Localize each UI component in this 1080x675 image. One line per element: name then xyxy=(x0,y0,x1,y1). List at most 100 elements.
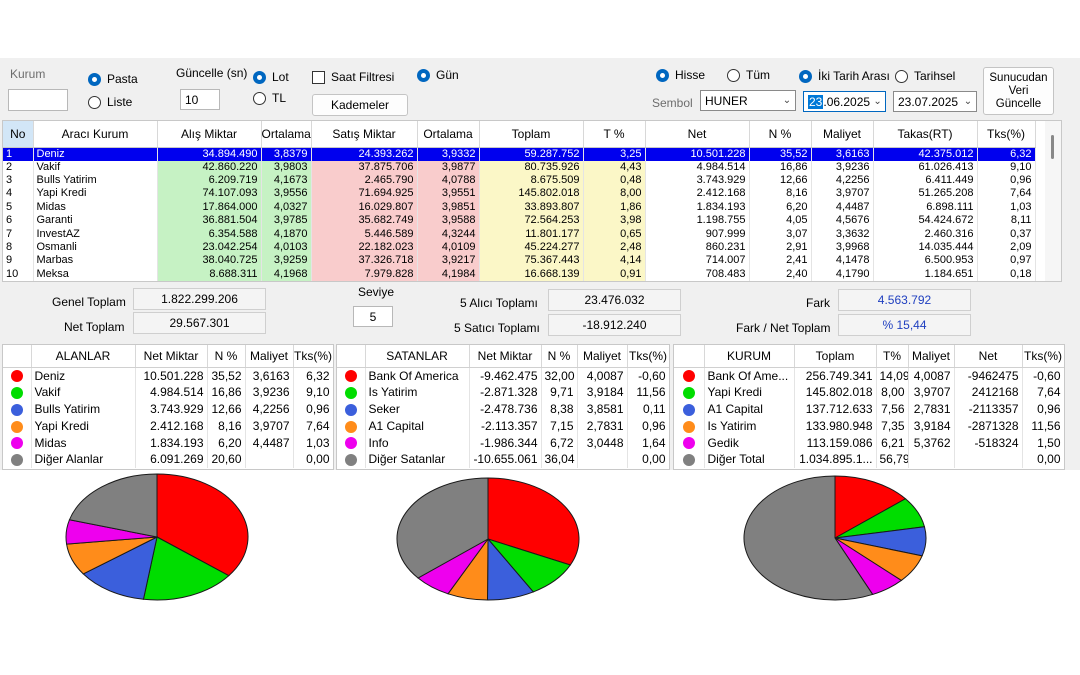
grid-cell: 6,32 xyxy=(977,147,1036,161)
list-item[interactable]: Diğer Total 1.034.895.1... 56,79 0,00 xyxy=(674,450,1064,468)
kurum-input[interactable] xyxy=(8,89,68,111)
list-item[interactable]: Bulls Yatirim 3.743.929 12,66 4,2256 0,96 xyxy=(3,400,333,418)
list-item[interactable]: Yapi Kredi 2.412.168 8,16 3,9707 7,64 xyxy=(3,417,333,435)
grid-header-cell[interactable]: Ortalama xyxy=(417,121,480,148)
gun-radio[interactable]: Gün xyxy=(417,68,459,82)
iki-tarih-radio[interactable]: İki Tarih Arası xyxy=(799,69,890,83)
list-item[interactable]: Is Yatirim -2.871.328 9,71 3,9184 11,56 xyxy=(337,383,669,401)
alici-toplami-value: 23.476.032 xyxy=(548,289,681,311)
list-item[interactable]: Vakif 4.984.514 16,86 3,9236 9,10 xyxy=(3,383,333,401)
kurum-header-cell[interactable]: Net xyxy=(954,345,1023,368)
table-row[interactable]: 2 Vakif 42.860.220 3,9803 37.875.706 3,9877 80… xyxy=(3,160,1036,174)
satanlar-table: SATANLAR Net Miktar N % Maliyet Tks(%) Bank O… xyxy=(337,345,669,468)
satanlar-header-cell[interactable]: N % xyxy=(541,345,578,368)
grid-header-cell[interactable]: Ortalama xyxy=(261,121,312,148)
grid-header-cell[interactable]: Aracı Kurum xyxy=(33,121,158,148)
guncelle-input[interactable]: 10 xyxy=(180,89,220,110)
grid-header-cell[interactable]: Alış Miktar xyxy=(157,121,262,148)
grid-cell: 2,41 xyxy=(749,254,812,268)
alanlar-header-cell[interactable]: N % xyxy=(207,345,246,368)
list-item[interactable]: Info -1.986.344 6,72 3,0448 1,64 xyxy=(337,434,669,451)
grid-header-cell[interactable]: Satış Miktar xyxy=(311,121,418,148)
date-from-picker[interactable]: 23.06.2025 ⌄ xyxy=(803,91,886,112)
kurum-header-cell[interactable]: Toplam xyxy=(794,345,877,368)
tl-radio[interactable]: TL xyxy=(253,91,286,105)
list-item[interactable]: Bank Of Ame... 256.749.341 14,09 4,0087 -946… xyxy=(674,367,1064,384)
list-item[interactable]: Gedik 113.159.086 6,21 5,3762 -518324 1,50 xyxy=(674,434,1064,451)
grid-cell: 4,0109 xyxy=(417,240,480,255)
sunucudan-guncelle-button[interactable]: Sunucudan Veri Güncelle xyxy=(983,67,1054,115)
satanlar-header-cell[interactable]: Net Miktar xyxy=(469,345,542,368)
date-to-picker[interactable]: 23.07.2025 ⌄ xyxy=(893,91,977,112)
seviye-input[interactable]: 5 xyxy=(353,306,393,327)
grid-header-cell[interactable]: N % xyxy=(749,121,812,148)
list-item[interactable]: Deniz 10.501.228 35,52 3,6163 6,32 xyxy=(3,367,333,384)
list-item[interactable]: Seker -2.478.736 8,38 3,8581 0,11 xyxy=(337,400,669,418)
kurum-header-cell[interactable]: Tks(%) xyxy=(1022,345,1064,368)
grid-header-cell[interactable]: No xyxy=(3,121,34,148)
grid-header-cell[interactable]: Toplam xyxy=(479,121,584,148)
alanlar-header-cell[interactable]: Maliyet xyxy=(245,345,294,368)
table-row[interactable]: 4 Yapi Kredi 74.107.093 3,9556 71.694.925 3,9… xyxy=(3,187,1036,201)
lot-radio[interactable]: Lot xyxy=(253,70,289,84)
legend-dot-icon xyxy=(10,420,23,433)
list-item[interactable]: Yapi Kredi 145.802.018 8,00 3,9707 2412168 7,… xyxy=(674,383,1064,401)
alanlar-header-cell[interactable]: ALANLAR xyxy=(31,345,136,368)
legend-dot-icon xyxy=(682,370,695,383)
satanlar-header-cell[interactable]: SATANLAR xyxy=(365,345,470,368)
list-item[interactable]: Midas 1.834.193 6,20 4,4487 1,03 xyxy=(3,434,333,451)
table-row[interactable]: 6 Garanti 36.881.504 3,9785 35.682.749 3,9588… xyxy=(3,214,1036,228)
grid-header-cell[interactable]: Net xyxy=(645,121,750,148)
list-item[interactable]: Diğer Satanlar -10.655.061 36,04 0,00 xyxy=(337,450,669,468)
grid-cell: 3,9877 xyxy=(417,160,480,174)
radio-selected-icon xyxy=(656,68,669,82)
list-item[interactable]: A1 Capital -2.113.357 7,15 2,7831 0,96 xyxy=(337,417,669,435)
grid-cell: 145.802.018 xyxy=(479,187,584,201)
pasta-radio[interactable]: Pasta xyxy=(88,72,138,86)
hisse-radio[interactable]: Hisse xyxy=(656,68,705,82)
satanlar-header-cell[interactable]: Maliyet xyxy=(577,345,628,368)
grid-cell: 16,86 xyxy=(749,160,812,174)
kademeler-button[interactable]: Kademeler xyxy=(312,94,408,116)
saat-filtresi-checkbox[interactable]: Saat Filtresi xyxy=(312,70,394,84)
tarihsel-radio[interactable]: Tarihsel xyxy=(895,69,955,83)
list-item[interactable]: Diğer Alanlar 6.091.269 20,60 0,00 xyxy=(3,450,333,468)
grid-header-cell[interactable]: T % xyxy=(583,121,646,148)
tum-radio[interactable]: Tüm xyxy=(727,68,770,82)
grid-header-cell[interactable]: Takas(RT) xyxy=(873,121,978,148)
list-item[interactable]: Is Yatirim 133.980.948 7,35 3,9184 -2871328 1… xyxy=(674,417,1064,435)
grid-header-cell[interactable]: Maliyet xyxy=(811,121,874,148)
scrollbar-thumb[interactable] xyxy=(1051,135,1054,159)
kurum-header-cell[interactable]: T% xyxy=(876,345,909,368)
table-row[interactable]: 3 Bulls Yatirim 6.209.719 4,1673 2.465.790 4,… xyxy=(3,173,1036,188)
grid-cell: 2 xyxy=(3,160,34,174)
alanlar-header-cell[interactable]: Tks(%) xyxy=(293,345,333,368)
kurum-cell: 6,21 xyxy=(876,434,909,451)
table-row[interactable]: 7 InvestAZ 6.354.588 4,1870 5.446.589 4,3244 1… xyxy=(3,227,1036,241)
grid-cell: 4,0327 xyxy=(261,200,312,215)
satanlar-cell: Seker xyxy=(365,400,470,418)
table-row[interactable]: 1 Deniz 34.894.490 3,8379 24.393.262 3,9332 59… xyxy=(3,147,1036,161)
satanlar-cell: 3,9184 xyxy=(577,383,628,401)
table-row[interactable]: 8 Osmanli 23.042.254 4,0103 22.182.023 4,0109… xyxy=(3,240,1036,255)
satanlar-pie-slice xyxy=(396,477,489,579)
list-item[interactable]: Bank Of America -9.462.475 32,00 4,0087 -0,6… xyxy=(337,367,669,384)
sembol-select[interactable]: HUNER ⌄ xyxy=(700,90,796,111)
alanlar-cell: 20,60 xyxy=(207,450,246,468)
legend-cell xyxy=(337,400,366,418)
grid-cell: Meksa xyxy=(33,267,158,281)
grid-cell: Garanti xyxy=(33,214,158,228)
list-item[interactable]: A1 Capital 137.712.633 7,56 2,7831 -2113357 0… xyxy=(674,400,1064,418)
grid-scrollbar[interactable] xyxy=(1045,121,1061,281)
liste-radio[interactable]: Liste xyxy=(88,95,132,109)
satanlar-cell: 7,15 xyxy=(541,417,578,435)
table-row[interactable]: 5 Midas 17.864.000 4,0327 16.029.807 3,9851 33… xyxy=(3,200,1036,215)
satanlar-cell: Diğer Satanlar xyxy=(365,450,470,468)
kurum-header-cell[interactable]: Maliyet xyxy=(908,345,955,368)
table-row[interactable]: 10 Meksa 8.688.311 4,1968 7.979.828 4,1984 16.… xyxy=(3,267,1036,281)
alanlar-header-cell[interactable]: Net Miktar xyxy=(135,345,208,368)
satanlar-header-cell[interactable]: Tks(%) xyxy=(627,345,669,368)
table-row[interactable]: 9 Marbas 38.040.725 3,9259 37.326.718 3,9217 7… xyxy=(3,254,1036,268)
grid-header-cell[interactable]: Tks(%) xyxy=(977,121,1036,148)
kurum-header-cell[interactable]: KURUM xyxy=(704,345,795,368)
